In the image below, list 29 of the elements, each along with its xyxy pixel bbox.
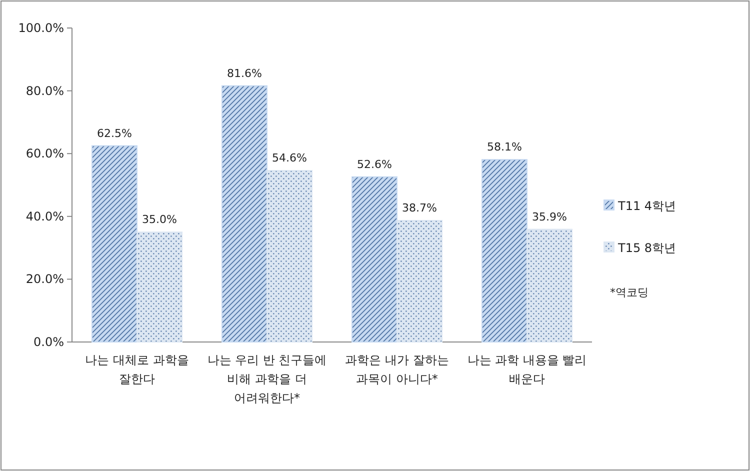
data-label: 62.5% [97, 126, 132, 140]
bar [526, 228, 572, 342]
data-label: 58.1% [487, 140, 522, 154]
x-tick-label: 나는 대체로 과학을 잘한다 [85, 353, 189, 386]
text: T15 8학년 [617, 241, 676, 255]
text: T11 4학년 [617, 199, 676, 213]
x-tick-label: 과학은 내가 잘하는 과목이 아니다* [345, 353, 449, 386]
x-tick-label: 나는 과학 내용을 빨리 배운다 [467, 353, 587, 386]
bar [266, 170, 312, 342]
y-tick-label: 60.0% [26, 146, 64, 161]
y-tick-label: 0.0% [34, 335, 64, 349]
data-label: 52.6% [357, 158, 392, 171]
y-tick-label: 80.0% [26, 84, 64, 98]
x-tick-label: 나는 우리 반 친구들에 비해 과학을 더 어려워한다* [207, 353, 327, 405]
y-tick-label: 100.0% [18, 21, 64, 35]
bar [482, 159, 528, 342]
bar [222, 85, 268, 342]
text: *역코딩 [610, 286, 648, 299]
bar [92, 145, 138, 342]
data-label: 81.6% [227, 66, 262, 80]
data-label: 35.9% [532, 210, 567, 224]
y-tick-label: 20.0% [26, 272, 64, 286]
y-tick-label: 40.0% [26, 209, 64, 224]
data-label: 35.0% [142, 213, 177, 226]
bar [136, 232, 182, 342]
data-label: 38.7% [402, 201, 437, 214]
bar [396, 220, 442, 342]
data-label: 54.6% [272, 152, 307, 165]
bar [352, 176, 398, 342]
